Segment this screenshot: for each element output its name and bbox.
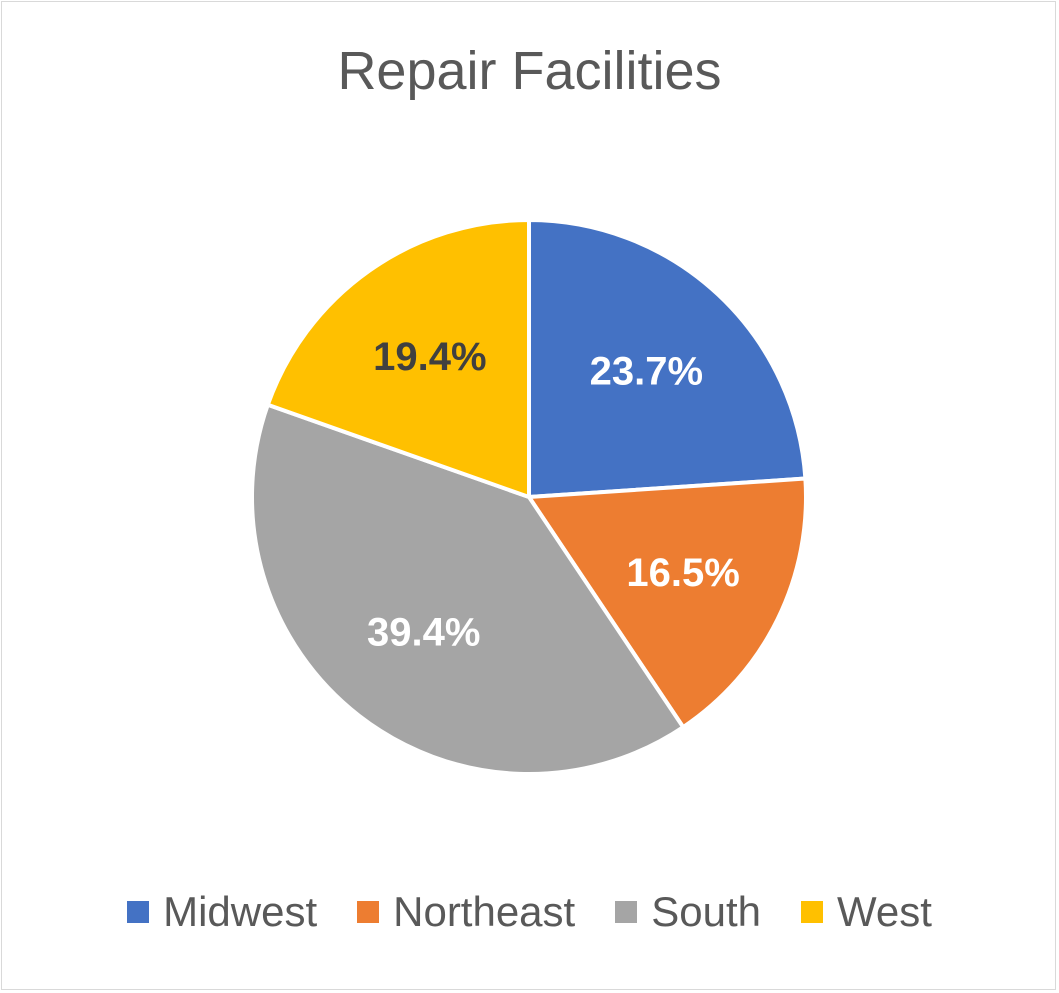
pie-slice-west: [265, 218, 531, 499]
legend: Midwest Northeast South West: [0, 888, 1059, 936]
legend-swatch-south: [615, 901, 638, 923]
legend-item-west: West: [800, 888, 932, 936]
legend-item-northeast: Northeast: [357, 888, 575, 936]
pie-slice-northeast: [527, 476, 808, 730]
legend-item-south: South: [615, 888, 761, 936]
data-label-midwest: 23.7%: [590, 350, 703, 394]
data-label-south: 39.4%: [367, 611, 480, 655]
legend-swatch-midwest: [127, 901, 150, 923]
legend-item-midwest: Midwest: [127, 888, 317, 936]
legend-label-south: South: [651, 888, 761, 935]
chart-title: Repair Facilities: [337, 41, 722, 101]
legend-label-west: West: [836, 888, 932, 935]
pie-slice-south: [250, 402, 686, 776]
legend-label-midwest: Midwest: [163, 888, 318, 935]
legend-label-northeast: Northeast: [393, 888, 576, 935]
data-label-west: 19.4%: [373, 335, 486, 379]
legend-swatch-northeast: [357, 901, 380, 923]
legend-swatch-west: [800, 901, 823, 923]
data-label-northeast: 16.5%: [626, 551, 739, 595]
pie-slice-midwest: [527, 218, 808, 499]
